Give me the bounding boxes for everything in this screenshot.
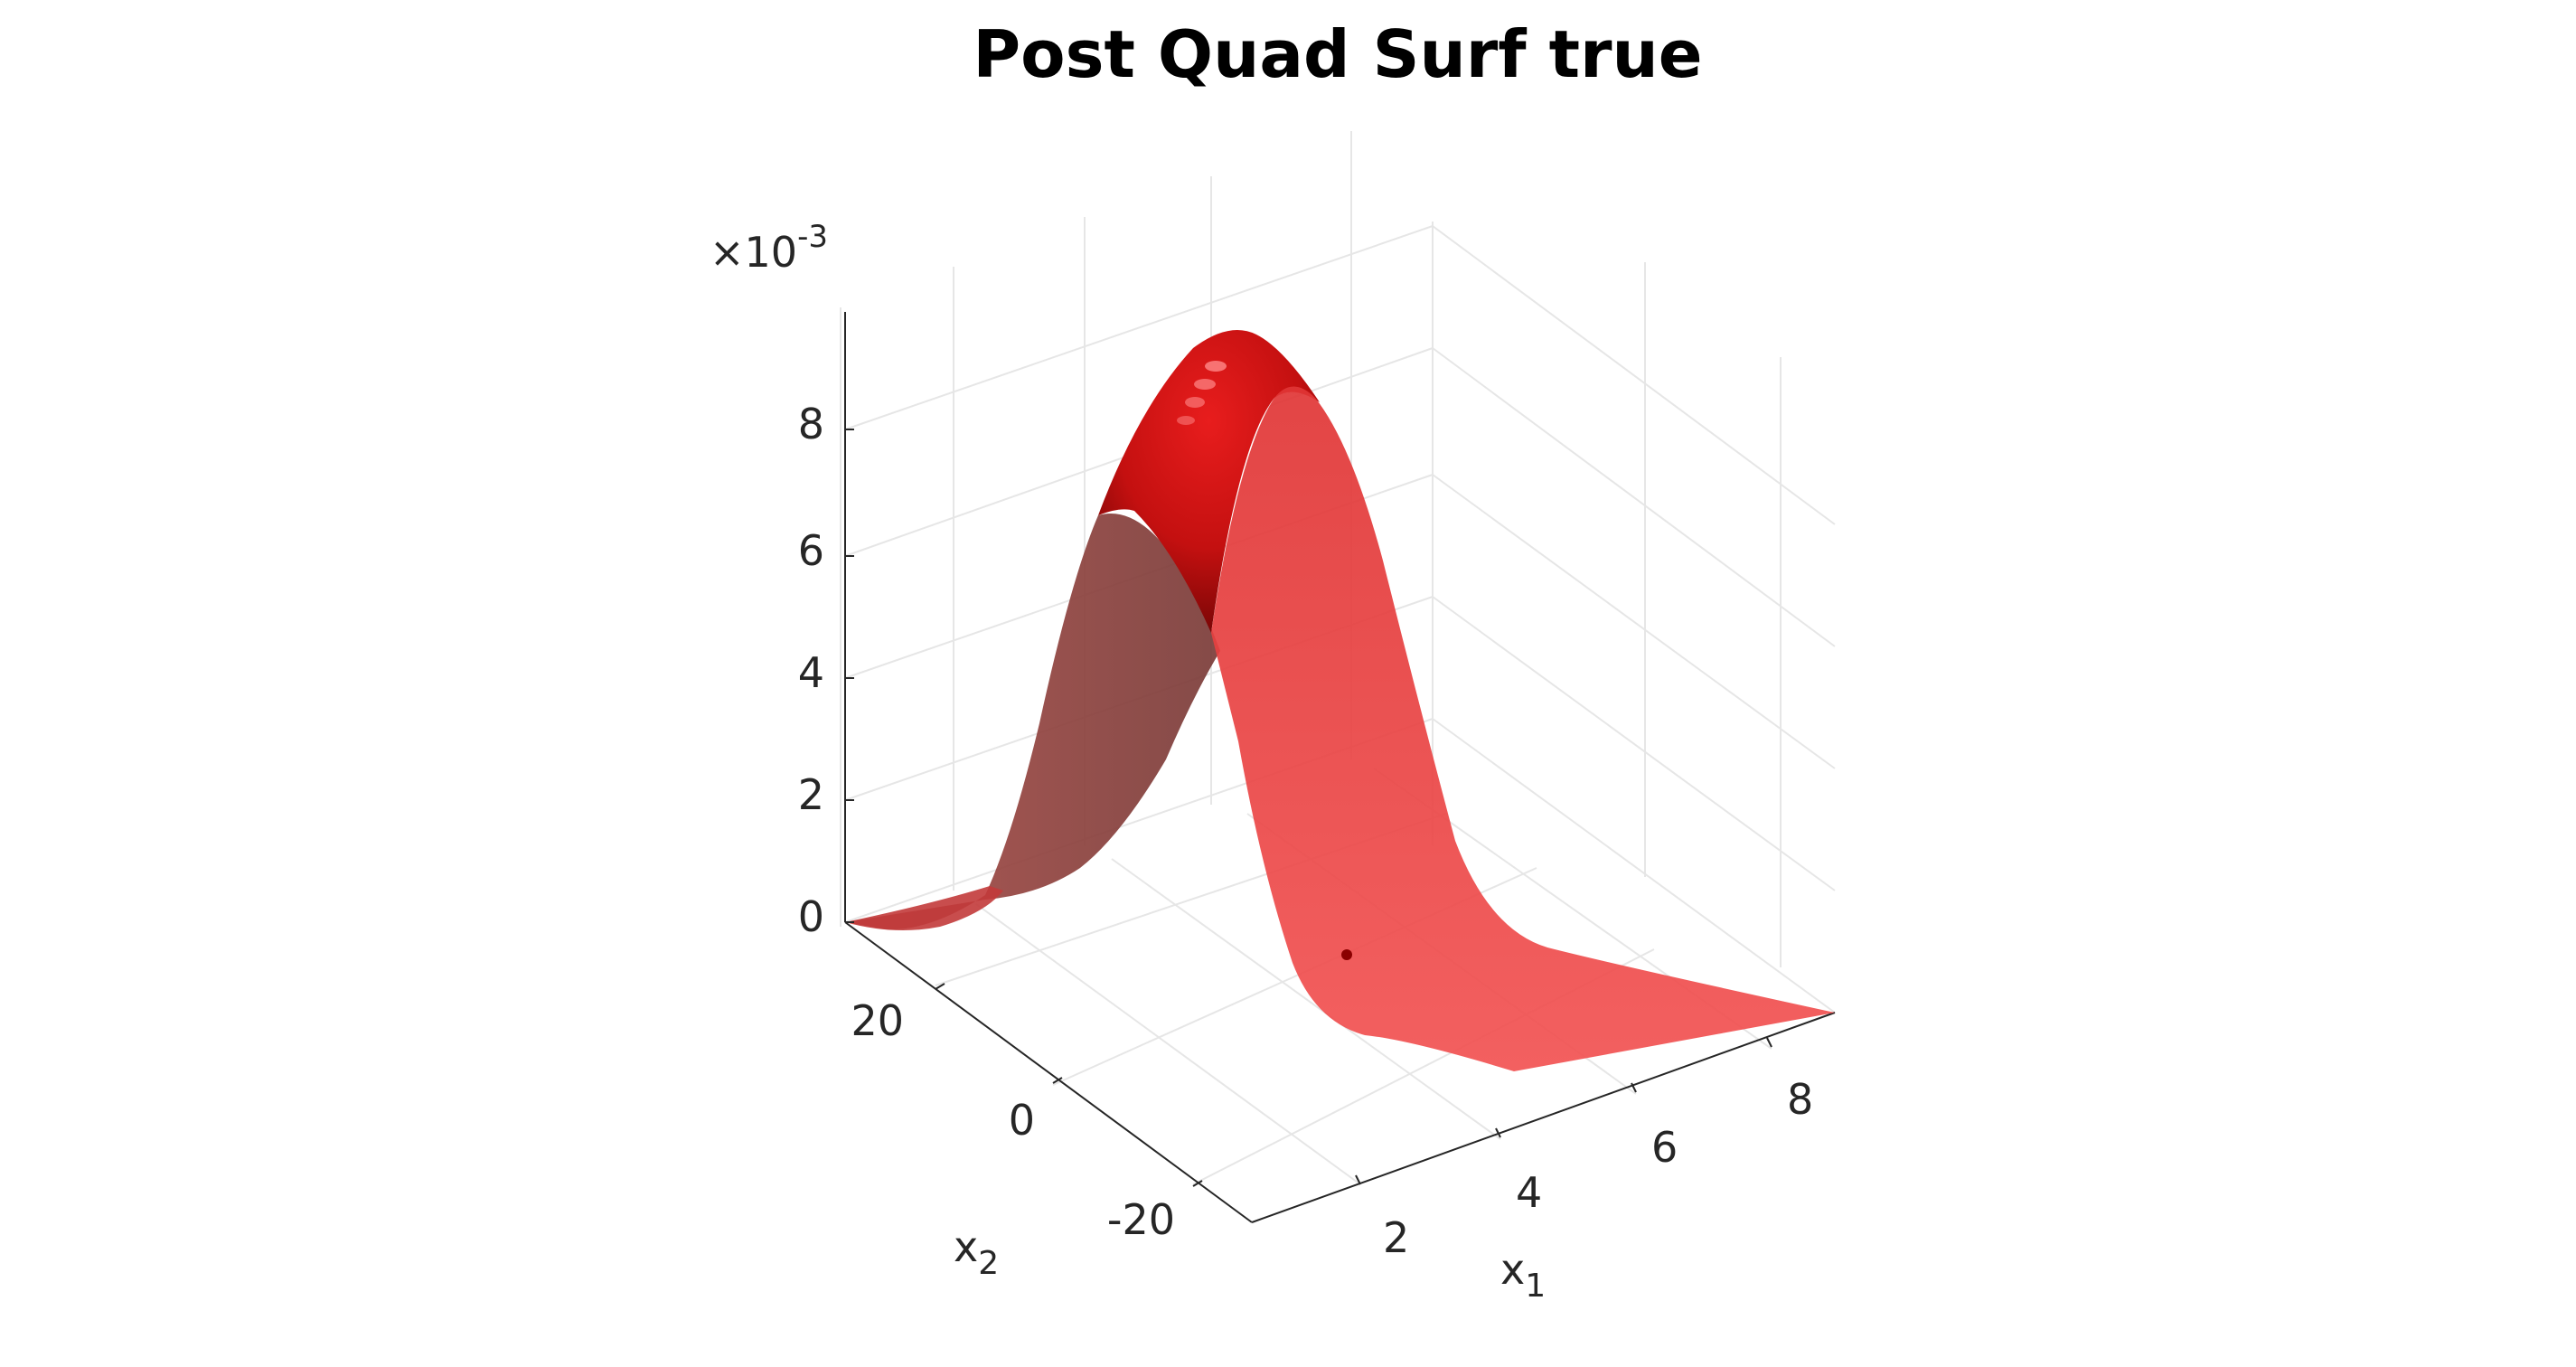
- data-marker: [1341, 949, 1352, 960]
- axes: [844, 312, 1836, 1223]
- z-multiplier: ×10-3: [710, 219, 828, 277]
- x-tick-label: 4: [1516, 1168, 1542, 1217]
- grid-line: [1432, 474, 1836, 769]
- x-tick: [1766, 1037, 1772, 1048]
- surface-front-sheet: [1211, 386, 1835, 1071]
- x-tick-label: 2: [1383, 1213, 1409, 1262]
- grid-line: [844, 225, 1434, 430]
- z-tick-label: 4: [798, 648, 824, 697]
- ridge-highlight: [1177, 416, 1195, 425]
- x-tick: [1631, 1082, 1637, 1093]
- ridge-highlight: [1194, 379, 1216, 390]
- x-tick-label: 6: [1651, 1123, 1678, 1172]
- grid-line: [1432, 718, 1836, 1013]
- surface-left-edge: [845, 886, 1003, 930]
- x-tick: [1355, 1174, 1361, 1185]
- y-tick-label: 20: [851, 996, 904, 1045]
- x-axis-line: [1251, 1012, 1836, 1223]
- z-tick-label: 6: [798, 526, 824, 575]
- z-multiplier-exp: -3: [797, 219, 828, 255]
- y-tick: [1192, 1180, 1203, 1187]
- z-tick-label: 8: [798, 400, 824, 448]
- grid-line: [975, 903, 1361, 1185]
- y-tick: [935, 983, 945, 990]
- surface: [845, 330, 1835, 1071]
- y-axis-label-sub: 2: [978, 1245, 999, 1282]
- surface-left-flap: [845, 514, 1220, 930]
- grid-line: [1432, 225, 1836, 525]
- grid-lines: [840, 131, 1836, 1185]
- grid-line: [1432, 347, 1836, 647]
- y-tick-label: -20: [1107, 1195, 1175, 1244]
- ridge-highlight: [1205, 361, 1227, 372]
- y-tick-label: 0: [1009, 1096, 1035, 1145]
- grid-line: [1111, 858, 1501, 1140]
- y-axis-line: [844, 921, 1253, 1223]
- x-axis-label: x1: [1500, 1245, 1546, 1305]
- ridge-highlight: [1185, 397, 1205, 408]
- x-tick: [1495, 1127, 1501, 1138]
- z-tick-label: 0: [798, 892, 824, 941]
- surface-peak-cap: [1098, 330, 1320, 633]
- grid-line: [1432, 596, 1836, 891]
- z-ticks: 0 2 4 6 8 ×10-3: [710, 219, 854, 941]
- y-ticks: -20 0 20 x2: [851, 983, 1203, 1282]
- chart-title: Post Quad Surf true: [973, 16, 1702, 92]
- y-axis-label: x2: [954, 1222, 999, 1282]
- x-tick-label: 8: [1787, 1075, 1813, 1124]
- y-tick: [1052, 1077, 1063, 1084]
- z-multiplier-prefix: ×10: [710, 228, 797, 277]
- x-ticks: 2 4 6 8 x1: [1355, 1037, 1813, 1305]
- z-tick-label: 2: [798, 770, 824, 819]
- x-axis-label-sub: 1: [1525, 1268, 1546, 1305]
